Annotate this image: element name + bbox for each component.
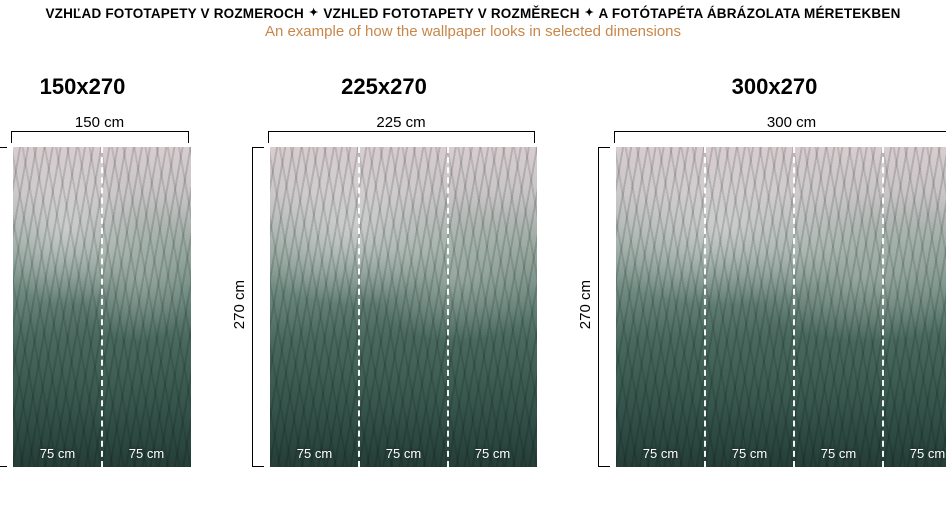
segment-label: 75 cm	[386, 446, 421, 461]
height-column: 270 cm	[231, 147, 264, 467]
panel-title: 225x270	[341, 74, 427, 100]
panels-row: 150x270 150 cm 270 cm 75 cm 75 cm 225x270 225 …	[0, 74, 946, 467]
segment-divider	[882, 147, 884, 467]
width-bracket	[11, 131, 189, 143]
segment-label: 75 cm	[732, 446, 767, 461]
header-part-1: VZHĽAD FOTOTAPETY V ROZMEROCH	[45, 6, 304, 21]
width-bracket	[268, 131, 535, 143]
header-part-2: VZHLED FOTOTAPETY V ROZMĚRECH	[323, 6, 579, 21]
segment-divider	[793, 147, 795, 467]
segment-label: 75 cm	[910, 446, 945, 461]
segment-divider	[704, 147, 706, 467]
segment-divider	[447, 147, 449, 467]
segment-label: 75 cm	[475, 446, 510, 461]
sparkle-icon: ✦	[585, 6, 594, 19]
segment-label: 75 cm	[821, 446, 856, 461]
height-label: 270 cm	[231, 280, 248, 329]
segment-label: 75 cm	[643, 446, 678, 461]
size-panel: 225x270 225 cm 270 cm 75 cm 75 cm 75 cm	[231, 74, 537, 467]
wallpaper-preview: 75 cm 75 cm	[13, 147, 191, 467]
sparkle-icon: ✦	[309, 6, 318, 19]
height-label: 270 cm	[577, 280, 594, 329]
header-line1: VZHĽAD FOTOTAPETY V ROZMEROCH ✦ VZHLED F…	[0, 6, 946, 21]
header-line2: An example of how the wallpaper looks in…	[0, 23, 946, 40]
panel-body: 270 cm 75 cm 75 cm 75 cm 75 cm	[577, 147, 946, 467]
header-part-3: A FOTÓTAPÉTA ÁBRÁZOLATA MÉRETEKBEN	[599, 6, 901, 21]
width-label: 225 cm	[268, 114, 535, 131]
size-panel: 300x270 300 cm 270 cm 75 cm 75 cm 75 cm 75 cm	[577, 74, 946, 467]
height-bracket	[598, 147, 610, 467]
panel-body: 270 cm 75 cm 75 cm	[0, 147, 191, 467]
height-column: 270 cm	[0, 147, 7, 467]
panel-title: 300x270	[732, 74, 818, 100]
wallpaper-preview: 75 cm 75 cm 75 cm 75 cm	[616, 147, 946, 467]
width-label: 300 cm	[614, 114, 946, 131]
segment-divider	[101, 147, 103, 467]
header: VZHĽAD FOTOTAPETY V ROZMEROCH ✦ VZHLED F…	[0, 0, 946, 44]
wallpaper-preview: 75 cm 75 cm 75 cm	[270, 147, 537, 467]
height-bracket	[0, 147, 7, 467]
segment-label: 75 cm	[40, 446, 75, 461]
segment-label: 75 cm	[297, 446, 332, 461]
height-bracket	[252, 147, 264, 467]
height-column: 270 cm	[577, 147, 610, 467]
width-bracket	[614, 131, 946, 143]
panel-body: 270 cm 75 cm 75 cm 75 cm	[231, 147, 537, 467]
segment-label: 75 cm	[129, 446, 164, 461]
width-label: 150 cm	[11, 114, 189, 131]
size-panel: 150x270 150 cm 270 cm 75 cm 75 cm	[0, 74, 191, 467]
segment-divider	[358, 147, 360, 467]
panel-title: 150x270	[40, 74, 126, 100]
